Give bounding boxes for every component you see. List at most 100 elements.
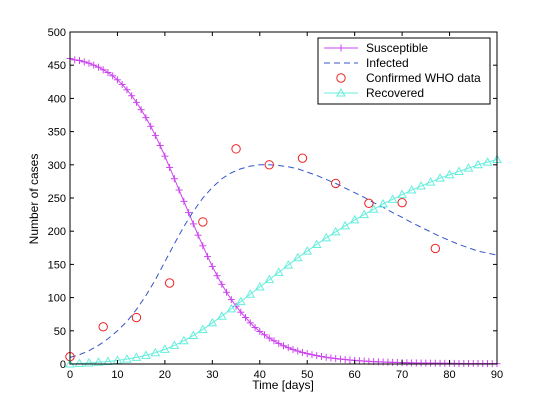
data-point — [80, 58, 88, 66]
data-point — [74, 358, 85, 367]
data-point — [198, 217, 208, 227]
data-point — [280, 342, 287, 350]
data-point — [313, 352, 321, 360]
data-point — [223, 288, 231, 296]
data-point — [327, 354, 335, 362]
x-tick-label: 60 — [349, 369, 361, 381]
data-point — [308, 351, 316, 359]
data-point — [321, 232, 332, 242]
x-tick-label: 10 — [111, 369, 123, 381]
legend-entry-confirmed-who-data: Confirmed WHO data — [336, 71, 481, 85]
series-infected — [69, 164, 498, 358]
data-point — [297, 153, 308, 163]
y-tick-label: 500 — [48, 27, 66, 39]
data-point — [216, 311, 227, 320]
x-tick-label: 80 — [443, 369, 455, 381]
data-point — [93, 357, 104, 366]
data-point — [179, 335, 189, 345]
data-point — [406, 185, 417, 194]
data-point — [265, 334, 273, 342]
y-tick-label: 0 — [60, 359, 66, 371]
data-point — [189, 220, 197, 228]
data-point — [94, 63, 102, 71]
data-point — [218, 280, 226, 288]
data-point — [330, 178, 341, 189]
data-point — [425, 177, 436, 186]
y-axis-label: Number of cases — [27, 154, 41, 245]
data-point — [164, 278, 175, 288]
series-line-recovered — [69, 159, 498, 365]
data-point — [254, 281, 265, 291]
y-tick-label: 250 — [48, 193, 66, 205]
data-point — [349, 214, 360, 224]
data-point — [188, 330, 199, 339]
x-tick-label: 90 — [491, 369, 503, 381]
data-point — [435, 173, 445, 182]
y-tick-label: 450 — [48, 60, 66, 72]
data-point — [264, 274, 275, 284]
data-point — [170, 175, 178, 183]
data-point — [322, 353, 330, 361]
data-point — [71, 56, 79, 64]
data-point — [151, 132, 159, 140]
data-point — [270, 337, 278, 345]
y-tick-label: 150 — [48, 259, 66, 271]
data-point — [175, 186, 183, 194]
data-point — [213, 272, 221, 280]
data-point — [169, 340, 180, 349]
data-point — [397, 197, 407, 208]
data-point — [264, 160, 274, 170]
data-point — [131, 312, 142, 323]
data-point — [473, 159, 483, 169]
data-point — [463, 163, 474, 172]
data-point — [122, 354, 132, 363]
data-point — [237, 308, 245, 316]
data-point — [84, 357, 94, 367]
data-point — [364, 198, 374, 209]
data-point — [113, 76, 121, 84]
x-tick-label: 70 — [396, 369, 408, 381]
data-point — [85, 59, 93, 67]
data-point — [454, 166, 464, 175]
x-tick-label: 0 — [67, 369, 73, 381]
data-point — [302, 246, 313, 255]
data-point — [194, 231, 202, 239]
data-point — [294, 347, 302, 355]
y-tick-label: 50 — [54, 326, 66, 338]
x-tick-label: 40 — [254, 369, 266, 381]
x-tick-label: 50 — [301, 369, 313, 381]
series-line-infected — [69, 164, 498, 358]
x-tick-label: 20 — [159, 369, 171, 381]
data-point — [292, 252, 303, 262]
data-point — [284, 344, 292, 352]
data-point — [245, 289, 256, 298]
data-point — [180, 197, 188, 205]
data-point — [128, 92, 136, 100]
data-point — [98, 322, 108, 332]
data-point — [246, 319, 254, 327]
data-point — [311, 239, 322, 248]
x-tick-label: 30 — [206, 369, 218, 381]
data-point — [199, 242, 207, 250]
data-point — [204, 252, 212, 260]
data-point — [166, 163, 174, 171]
data-point — [160, 344, 170, 353]
data-point — [208, 262, 216, 270]
data-point — [317, 352, 325, 360]
data-point — [132, 98, 140, 106]
legend-marker — [336, 73, 346, 83]
data-point — [332, 355, 340, 363]
legend-label: Infected — [366, 56, 409, 70]
data-point — [142, 114, 150, 122]
data-point — [226, 303, 237, 313]
data-point — [231, 144, 241, 154]
data-point — [251, 323, 259, 331]
legend-label: Confirmed WHO data — [366, 71, 481, 85]
data-point — [232, 302, 240, 310]
data-point — [261, 331, 269, 339]
data-point — [303, 350, 311, 358]
data-point — [109, 72, 117, 80]
y-tick-label: 350 — [48, 127, 66, 139]
